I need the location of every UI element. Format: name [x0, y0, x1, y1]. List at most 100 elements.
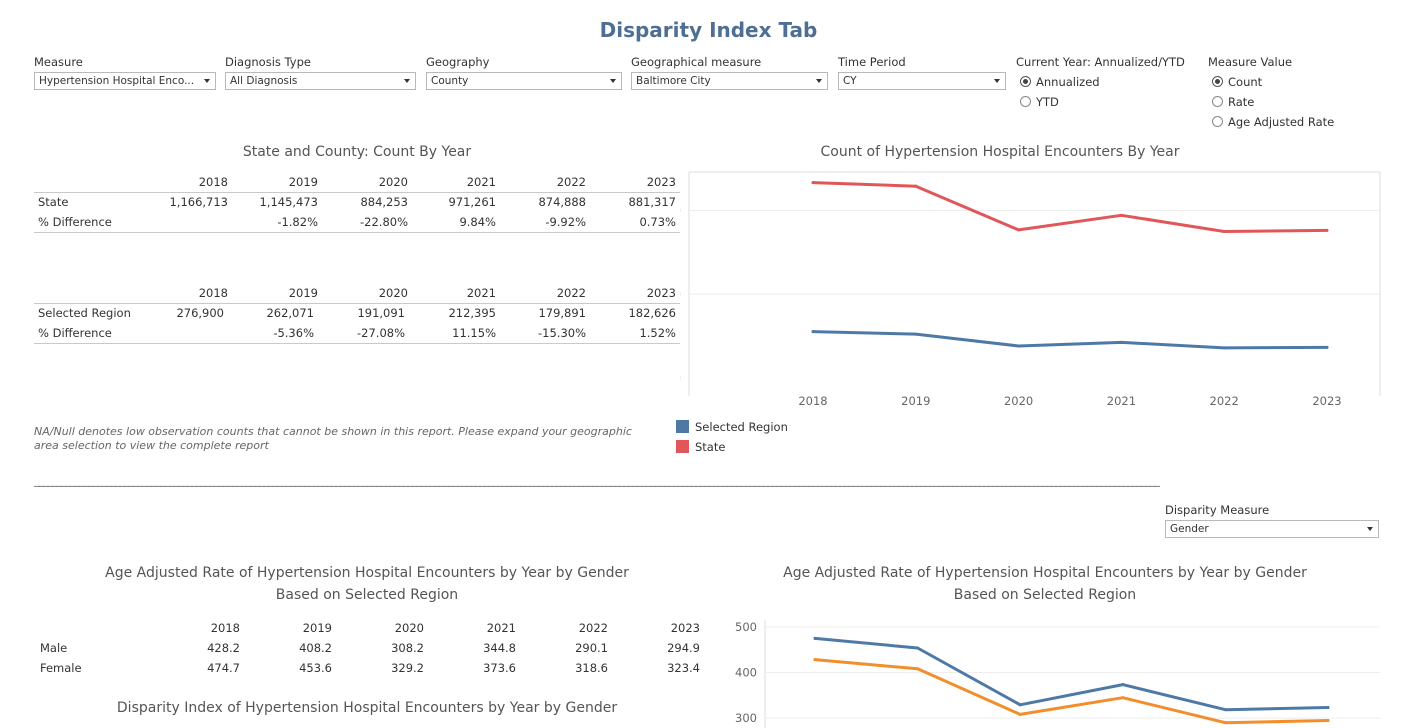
x-tick-label: 2019: [901, 394, 930, 408]
geography-label: Geography: [426, 55, 490, 69]
year-header: 2018: [198, 175, 228, 189]
row-label: Female: [40, 661, 82, 675]
chevron-down-icon: [1367, 527, 1373, 531]
table-cell: -27.08%: [357, 326, 405, 340]
null-note: NA/Null denotes low observation counts t…: [34, 425, 632, 452]
series-line-1: [813, 658, 1330, 725]
year-header: 2018: [210, 621, 240, 635]
data-point: [811, 181, 815, 185]
data-point: [1018, 712, 1022, 716]
table-row-female: Female 474.7 453.6 329.2 373.6 318.6 323…: [34, 658, 700, 678]
state-county-table: 2018 2019 2020 2021 2022 2023 State 1,16…: [34, 172, 680, 372]
table-cell: -5.36%: [273, 326, 314, 340]
table-cell: 290.1: [575, 641, 608, 655]
geographical-measure-dropdown[interactable]: Baltimore City: [631, 72, 828, 90]
chevron-down-icon: [610, 79, 616, 83]
table-row-region-diff: % Difference -5.36% -27.08% 11.15% -15.3…: [34, 323, 680, 343]
y-tick-label: 500,000: [680, 287, 681, 301]
table-cell: 1.52%: [639, 326, 676, 340]
table-cell: 179,891: [538, 306, 586, 320]
data-point: [813, 658, 817, 662]
measure-value-label: Measure Value: [1208, 55, 1293, 69]
table-cell: 308.2: [391, 641, 424, 655]
gender-line-chart: 300 400 500: [735, 620, 1380, 728]
radio-count[interactable]: Count: [1212, 74, 1262, 90]
data-point: [1222, 346, 1226, 350]
data-point: [1017, 344, 1021, 348]
measure-label: Measure: [34, 55, 83, 69]
disparity-measure-dropdown[interactable]: Gender: [1165, 520, 1379, 538]
year-header: 2022: [556, 175, 586, 189]
legend-item-state: State: [676, 440, 725, 460]
data-point: [1326, 705, 1330, 709]
radio-ytd[interactable]: YTD: [1020, 94, 1059, 110]
data-point: [1325, 228, 1329, 232]
time-period-dropdown[interactable]: CY: [838, 72, 1006, 90]
series-line-0: [813, 636, 1330, 712]
radio-rate[interactable]: Rate: [1212, 94, 1254, 110]
y-tick-label: 400: [735, 666, 757, 680]
chevron-down-icon: [816, 79, 822, 83]
y-tick-label: 300: [735, 711, 757, 725]
table-cell: 182,626: [628, 306, 676, 320]
legend-swatch: [676, 420, 689, 433]
y-tick-label: 500: [735, 620, 757, 634]
year-header: 2018: [198, 286, 228, 300]
x-tick-label: 2020: [1004, 394, 1033, 408]
table-cell: 329.2: [391, 661, 424, 675]
table-cell: 428.2: [207, 641, 240, 655]
data-point: [1222, 229, 1226, 233]
y-tick-label: 1,000,000: [680, 204, 681, 218]
table-cell: 884,253: [360, 195, 408, 209]
legend-item-selected-region: Selected Region: [676, 420, 788, 440]
chevron-down-icon: [204, 79, 210, 83]
table-cell: 1,166,713: [169, 195, 228, 209]
year-header: 2020: [394, 621, 424, 635]
count-chart-title: Count of Hypertension Hospital Encounter…: [820, 144, 1180, 160]
table-cell: 0.73%: [639, 215, 676, 229]
legend-swatch: [676, 440, 689, 453]
current-year-label: Current Year: Annualized/YTD: [1016, 55, 1185, 69]
table-cell: -22.80%: [360, 215, 408, 229]
table-cell: -1.82%: [277, 215, 318, 229]
data-point: [916, 646, 920, 650]
year-header: 2021: [466, 175, 496, 189]
state-county-table-title: State and County: Count By Year: [242, 144, 472, 160]
row-label: % Difference: [38, 215, 112, 229]
y-tick-label: 0: [680, 371, 681, 385]
table-cell: 276,900: [176, 306, 224, 320]
data-point: [1017, 228, 1021, 232]
x-tick-label: 2023: [1312, 394, 1341, 408]
data-point: [813, 636, 817, 640]
table-row-male: Male 428.2 408.2 308.2 344.8 290.1 294.9: [34, 638, 700, 658]
measure-dropdown[interactable]: Hypertension Hospital Enco...: [34, 72, 216, 90]
row-label: Male: [40, 641, 68, 655]
time-period-label: Time Period: [838, 55, 906, 69]
diagnosis-type-label: Diagnosis Type: [225, 55, 311, 69]
data-point: [1018, 703, 1022, 707]
data-point: [1326, 718, 1330, 722]
geography-dropdown[interactable]: County: [426, 72, 622, 90]
row-label: State: [38, 195, 69, 209]
table-cell: 874,888: [538, 195, 586, 209]
table-header-row: 2018 2019 2020 2021 2022 2023: [34, 172, 680, 192]
data-point: [1119, 340, 1123, 344]
gender-chart-title-line2: Based on Selected Region: [953, 587, 1137, 603]
row-label: % Difference: [38, 326, 112, 340]
chevron-down-icon: [404, 79, 410, 83]
radio-age-adjusted-rate[interactable]: Age Adjusted Rate: [1212, 114, 1334, 130]
x-tick-label: 2021: [1107, 394, 1136, 408]
data-point: [914, 332, 918, 336]
radio-annualized[interactable]: Annualized: [1020, 74, 1100, 90]
chevron-down-icon: [994, 79, 1000, 83]
year-header: 2021: [466, 286, 496, 300]
gender-chart-title-line1: Age Adjusted Rate of Hypertension Hospit…: [783, 565, 1307, 581]
year-header: 2023: [646, 175, 676, 189]
table-header-row: 2018 2019 2020 2021 2022 2023: [34, 618, 700, 638]
year-header: 2019: [288, 175, 318, 189]
series-line-1: [811, 181, 1329, 233]
table-cell: 318.6: [575, 661, 608, 675]
table-row-state-diff: % Difference -1.82% -22.80% 9.84% -9.92%…: [34, 212, 680, 232]
diagnosis-type-dropdown[interactable]: All Diagnosis: [225, 72, 416, 90]
table-cell: 344.8: [483, 641, 516, 655]
